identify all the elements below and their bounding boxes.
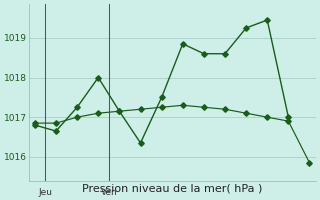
Text: Ven: Ven — [100, 188, 117, 197]
X-axis label: Pression niveau de la mer( hPa ): Pression niveau de la mer( hPa ) — [82, 183, 262, 193]
Text: Jeu: Jeu — [38, 188, 52, 197]
